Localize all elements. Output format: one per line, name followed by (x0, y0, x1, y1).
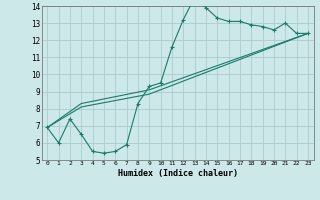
X-axis label: Humidex (Indice chaleur): Humidex (Indice chaleur) (118, 169, 237, 178)
